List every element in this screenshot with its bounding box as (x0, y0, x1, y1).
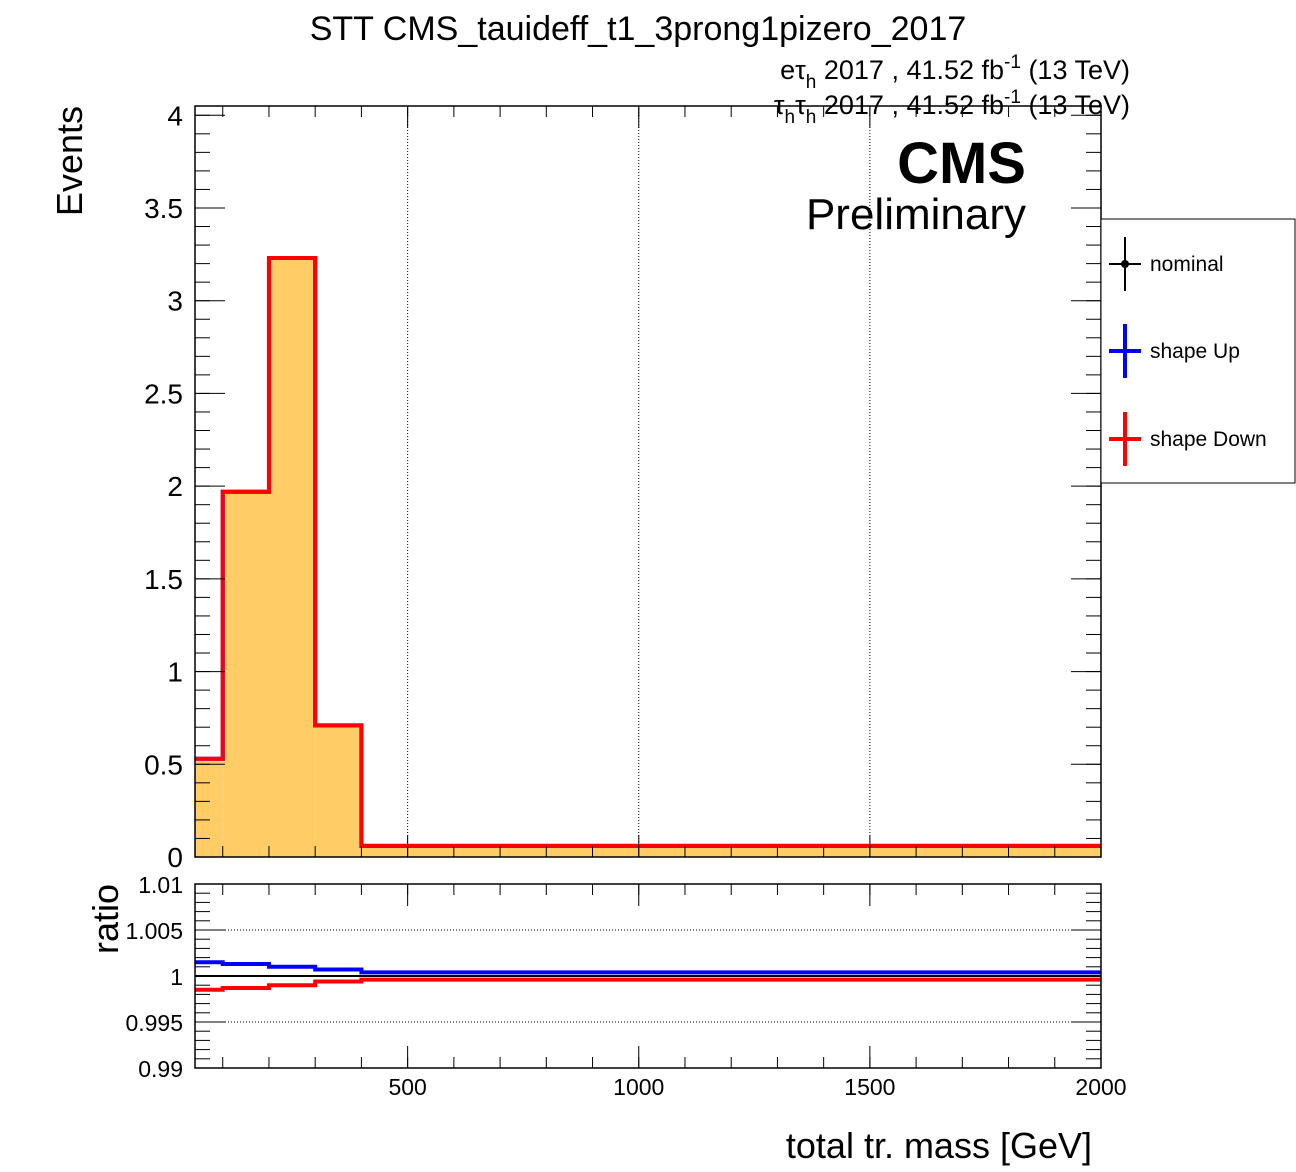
ratio-y-tick-label: 0.99 (138, 1056, 183, 1082)
histogram-bar (315, 725, 362, 857)
main-histogram (195, 258, 1101, 857)
x-tick-label: 500 (388, 1074, 426, 1100)
ratio-y-tick-label: 1 (170, 964, 183, 990)
cms-label: CMS (897, 131, 1026, 196)
main-axis-ticks: 0 0.5 1 1.5 2 2.5 3 3.5 4 (144, 100, 1102, 873)
ratio-line-shape-down (195, 977, 1101, 992)
y-tick-label: 1 (167, 657, 183, 688)
chart-title: STT CMS_tauideff_t1_3prong1pizero_2017 (310, 10, 967, 48)
x-tick-label: 2000 (1075, 1074, 1126, 1100)
y-tick-label: 1.5 (144, 564, 183, 595)
legend-entry: shape Up (1109, 324, 1240, 378)
legend-label: shape Down (1150, 428, 1267, 451)
legend-entry: nominal (1109, 237, 1224, 291)
ratio-axis-ticks: 0.99 0.995 1 1.005 1.01 500 1000 1500 2000 (125, 872, 1126, 1100)
ratio-y-tick-label: 1.005 (125, 918, 183, 944)
y-tick-label: 3.5 (144, 193, 183, 224)
x-tick-label: 1500 (844, 1074, 895, 1100)
x-tick-label: 1000 (613, 1074, 664, 1100)
y-tick-label: 0 (167, 842, 183, 873)
ratio-gridlines (195, 929, 1101, 1023)
histogram-bar (222, 491, 269, 857)
legend-label: nominal (1150, 253, 1224, 276)
cms-sublabel: Preliminary (806, 190, 1026, 239)
legend: nominal shape Up shape Down (1100, 218, 1296, 484)
ratio-series-lines (195, 960, 1101, 992)
y-tick-label: 2.5 (144, 378, 183, 409)
series-line-shape-down (195, 256, 1101, 848)
legend-entry: shape Down (1109, 412, 1267, 466)
y-tick-label: 3 (167, 286, 183, 317)
ratio-y-axis-label: ratio (85, 884, 126, 954)
y-tick-label: 4 (167, 100, 183, 131)
y-tick-label: 2 (167, 471, 183, 502)
histogram-bar (195, 758, 223, 857)
legend-label: shape Up (1150, 340, 1240, 363)
histogram-bar (268, 258, 316, 857)
y-tick-label: 0.5 (144, 749, 183, 780)
legend-marker-dot (1121, 260, 1129, 268)
main-gridlines (407, 106, 871, 857)
ratio-line-shape-up (195, 960, 1101, 975)
ratio-y-tick-label: 1.01 (138, 872, 183, 898)
main-y-axis-label: Events (49, 106, 90, 216)
lumi-label-etau: eτh 2017 , 41.52 fb-1 (13 TeV) (780, 52, 1130, 93)
lumi-label-tautau: τhτh 2017 , 41.52 fb-1 (13 TeV) (774, 87, 1130, 128)
ratio-y-tick-label: 0.995 (125, 1010, 183, 1036)
x-axis-label: total tr. mass [GeV] (786, 1125, 1092, 1166)
main-series-lines (195, 256, 1101, 848)
